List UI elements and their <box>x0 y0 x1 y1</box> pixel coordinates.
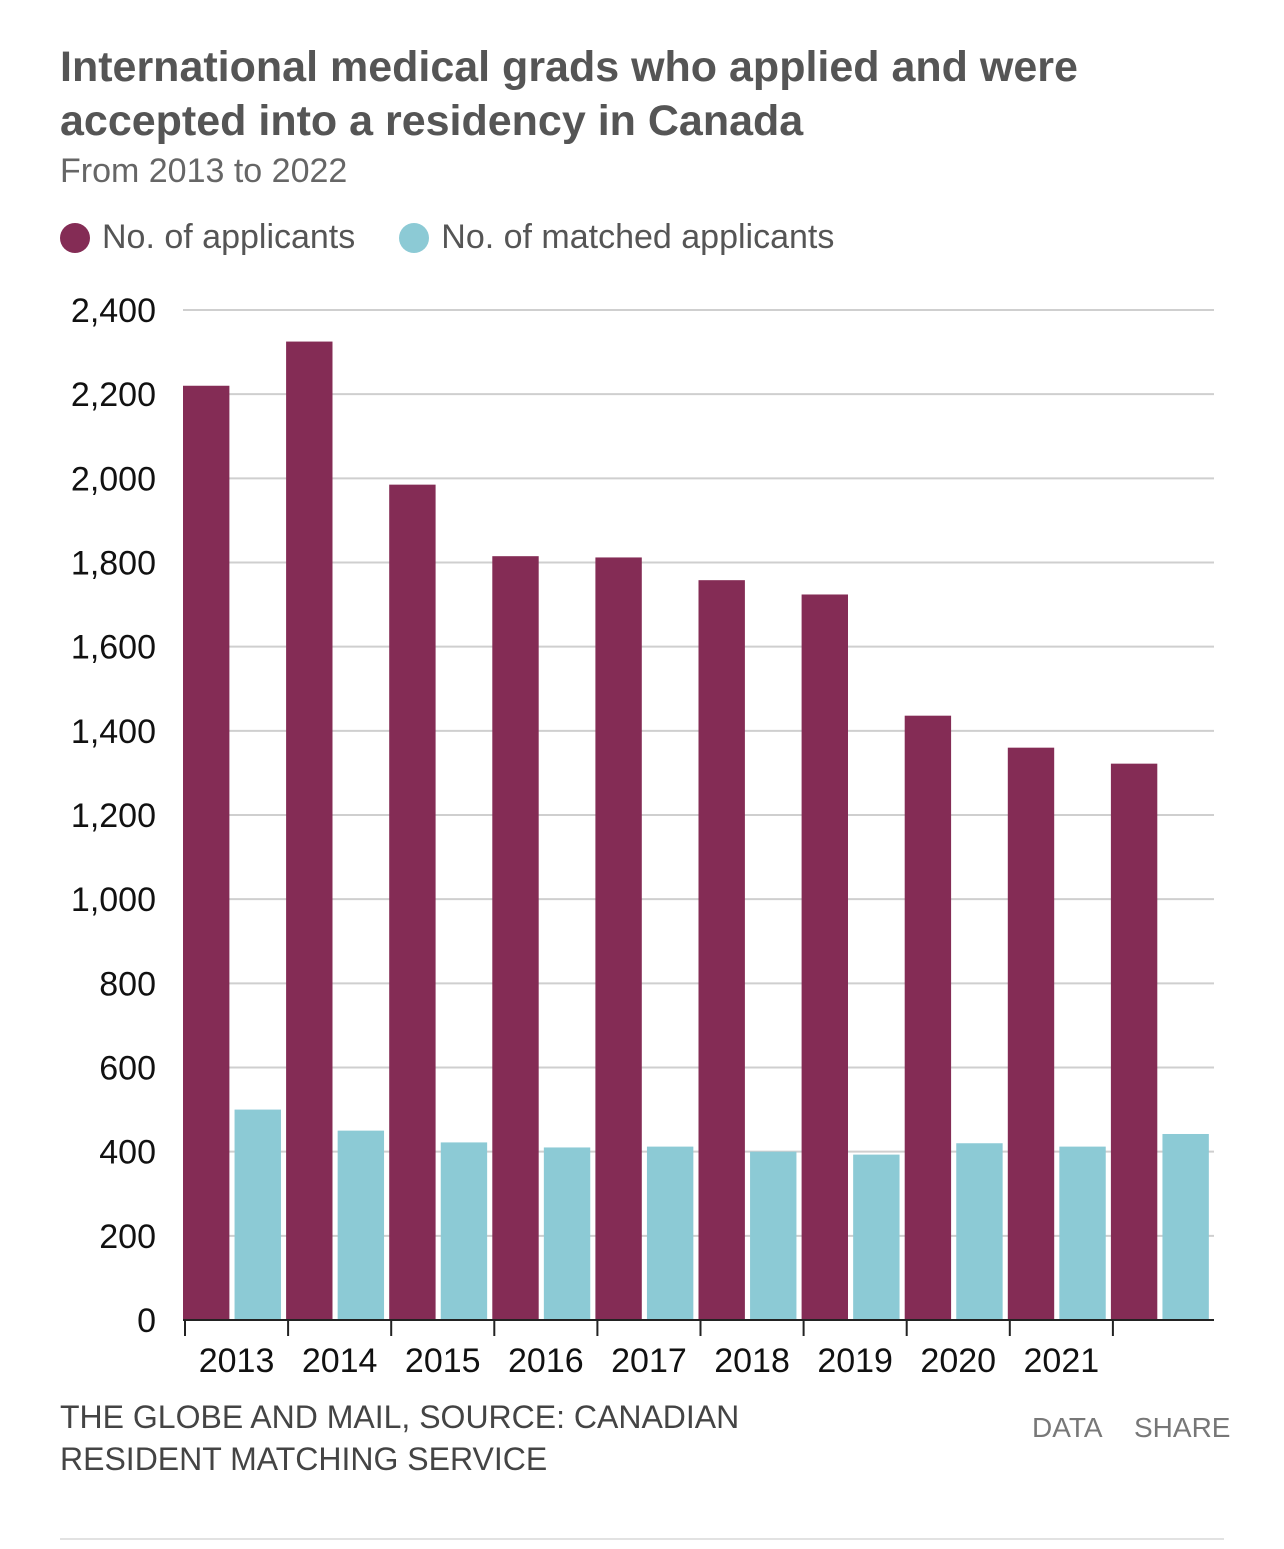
x-tick-label: 2019 <box>817 1342 893 1380</box>
x-tick-label: 2018 <box>714 1342 790 1380</box>
bar-matched-2017 <box>646 1146 694 1320</box>
legend-item-matched: No. of matched applicants <box>399 218 834 257</box>
bar-matched-2015 <box>440 1142 488 1320</box>
y-tick-label: 1,800 <box>71 545 156 583</box>
bar-applicants-2022 <box>1110 763 1158 1320</box>
bar-applicants-2017 <box>595 557 642 1320</box>
bar-applicants-2020 <box>904 715 952 1320</box>
chart-subtitle: From 2013 to 2022 <box>60 152 348 190</box>
y-tick-label: 800 <box>99 965 156 1003</box>
legend-label-matched: No. of matched applicants <box>441 218 835 256</box>
x-tick-label: 2015 <box>405 1342 481 1380</box>
legend-item-applicants: No. of applicants <box>60 218 355 257</box>
bar-matched-2019 <box>853 1154 900 1320</box>
y-tick-label: 1,400 <box>71 713 156 751</box>
x-tick-label: 2014 <box>302 1342 378 1380</box>
y-tick-label: 600 <box>99 1050 156 1088</box>
bar-applicants-2016 <box>492 556 539 1320</box>
bar-matched-2020 <box>956 1143 1003 1320</box>
y-tick-label: 2,400 <box>71 292 156 330</box>
footer-divider <box>60 1538 1224 1540</box>
legend-swatch-applicants <box>60 222 90 253</box>
source-credit: THE GLOBE AND MAIL, SOURCE: CANADIAN RES… <box>60 1399 740 1477</box>
x-tick-label: 2016 <box>508 1342 584 1380</box>
legend-swatch-matched <box>399 222 430 253</box>
y-tick-label: 1,200 <box>71 797 156 835</box>
y-tick-label: 2,000 <box>71 460 156 498</box>
bar-matched-2018 <box>750 1151 797 1320</box>
bar-chart: 0 200 400 600 800 1,000 1,200 1,400 1,600 1,800 2,… <box>71 292 1214 1380</box>
y-tick-label: 1,600 <box>71 629 156 667</box>
x-tick-label: 2017 <box>611 1342 687 1380</box>
x-tick-label: 2013 <box>199 1342 275 1380</box>
y-tick-label: 0 <box>137 1302 156 1340</box>
bar-matched-2016 <box>543 1147 591 1320</box>
bar-matched-2021 <box>1059 1146 1106 1320</box>
bar-applicants-2019 <box>801 594 848 1320</box>
chart-title: International medical grads who applied … <box>60 43 1078 145</box>
y-tick-label: 400 <box>99 1134 156 1172</box>
y-tick-label: 200 <box>99 1218 156 1256</box>
share-link[interactable]: SHARE <box>1134 1412 1231 1443</box>
y-tick-label: 1,000 <box>71 881 156 919</box>
x-tick-label: 2021 <box>1024 1342 1100 1380</box>
legend-label-applicants: No. of applicants <box>102 218 356 256</box>
x-tick-label: 2020 <box>920 1342 996 1380</box>
data-link[interactable]: DATA <box>1032 1412 1103 1443</box>
bar-matched-2022 <box>1162 1133 1209 1320</box>
bar-applicants-2018 <box>698 580 745 1320</box>
bar-applicants-2015 <box>389 484 436 1320</box>
bar-matched-2013 <box>234 1109 281 1320</box>
bar-applicants-2014 <box>286 341 333 1320</box>
bar-applicants-2013 <box>183 385 230 1320</box>
bar-matched-2014 <box>337 1130 385 1320</box>
y-tick-label: 2,200 <box>71 376 156 414</box>
legend: No. of applicants No. of matched applica… <box>60 218 878 257</box>
bar-applicants-2021 <box>1007 747 1055 1320</box>
